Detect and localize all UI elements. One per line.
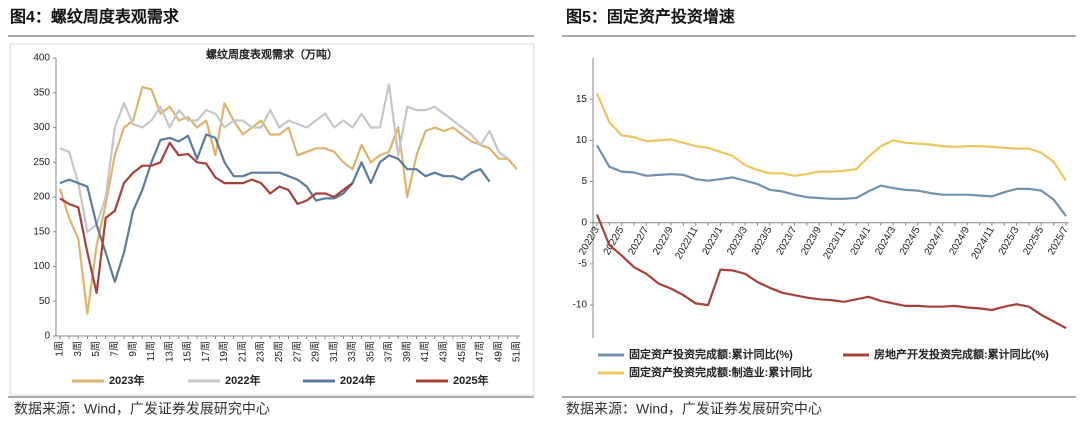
y-tick-label: -5 xyxy=(578,259,587,270)
x-tick-label: 2024/1 xyxy=(849,225,874,257)
x-tick-label: 3周 xyxy=(72,341,84,357)
x-tick-label: 2023/9 xyxy=(799,225,824,257)
source-note: 数据来源：Wind，广发证券发展研究中心 xyxy=(566,401,822,417)
y-tick-label: 50 xyxy=(39,296,51,307)
x-tick-label: 2024/11 xyxy=(970,225,997,262)
y-tick-label: 350 xyxy=(33,87,50,98)
legend-label: 2024年 xyxy=(340,373,375,387)
x-tick-label: 2024/9 xyxy=(947,225,972,257)
x-tick-label: 45周 xyxy=(456,341,468,362)
x-tick-label: 2022/3 xyxy=(577,225,602,257)
y-tick-label: 250 xyxy=(33,157,50,168)
x-tick-label: 43周 xyxy=(438,341,450,362)
y-tick-label: 200 xyxy=(33,192,50,203)
x-tick-label: 7周 xyxy=(108,341,120,357)
series-line xyxy=(58,86,518,315)
x-tick-label: 2022/9 xyxy=(651,225,676,257)
x-tick-label: 2022/7 xyxy=(626,225,651,257)
x-tick-label: 1周 xyxy=(54,341,66,357)
x-tick-label: 2024/5 xyxy=(898,225,923,257)
x-tick-label: 2023/11 xyxy=(821,225,848,262)
series-line xyxy=(596,144,1067,217)
y-tick-label: 150 xyxy=(33,226,50,237)
x-tick-label: 2024/7 xyxy=(923,225,948,257)
x-tick-label: 49周 xyxy=(492,341,504,362)
x-tick-label: 2023/3 xyxy=(725,225,750,257)
y-tick-label: 10 xyxy=(576,135,588,146)
y-tick-label: 15 xyxy=(576,94,588,105)
x-tick-label: 51周 xyxy=(511,341,523,362)
y-tick-label: 400 xyxy=(33,53,50,64)
legend-label: 房地产开发投资完成额:累计同比(%) xyxy=(874,347,1049,361)
series-line xyxy=(59,83,509,233)
y-tick-label: 0 xyxy=(44,331,50,342)
series-line xyxy=(59,141,354,294)
x-tick-label: 37周 xyxy=(383,341,395,362)
x-tick-label: 2025/3 xyxy=(997,225,1022,257)
x-tick-label: 13周 xyxy=(163,341,175,362)
x-tick-label: 27周 xyxy=(291,341,303,362)
y-tick-label: 5 xyxy=(581,176,587,187)
chart-frame xyxy=(9,43,535,396)
y-tick-label: 100 xyxy=(33,261,50,272)
y-tick-label: -10 xyxy=(573,300,588,311)
legend-label: 2022年 xyxy=(225,373,260,387)
figure-header: 图4：螺纹周度表观需求 xyxy=(10,7,180,26)
x-tick-label: 2025/7 xyxy=(1046,225,1071,257)
x-tick-label: 2024/3 xyxy=(873,225,898,257)
y-tick-label: 300 xyxy=(33,122,50,133)
y-tick-label: 0 xyxy=(581,217,587,228)
x-tick-label: 5周 xyxy=(90,341,102,357)
x-tick-label: 17周 xyxy=(200,341,212,362)
legend-label: 2023年 xyxy=(109,373,144,387)
x-tick-label: 21周 xyxy=(236,341,248,362)
x-tick-label: 2022/11 xyxy=(673,225,700,262)
series-line xyxy=(595,92,1067,182)
x-tick-label: 29周 xyxy=(310,341,322,362)
x-tick-label: 23周 xyxy=(255,341,267,362)
x-tick-label: 2023/5 xyxy=(750,225,775,257)
x-tick-label: 31周 xyxy=(328,341,340,362)
x-tick-label: 9周 xyxy=(127,341,139,357)
x-tick-label: 19周 xyxy=(218,341,230,362)
x-tick-label: 2023/7 xyxy=(775,225,800,257)
legend-label: 固定资产投资完成额:制造业:累计同比 xyxy=(629,365,812,379)
x-tick-label: 2025/5 xyxy=(1021,225,1046,257)
legend-label: 固定资产投资完成额:累计同比(%) xyxy=(629,347,793,361)
series-line xyxy=(59,133,491,283)
x-tick-label: 41周 xyxy=(419,341,431,362)
chart-title: 螺纹周度表观需求（万吨） xyxy=(206,47,338,61)
x-tick-label: 33周 xyxy=(346,341,358,362)
x-tick-label: 2023/1 xyxy=(700,225,725,257)
x-tick-label: 35周 xyxy=(364,341,376,362)
x-tick-label: 15周 xyxy=(182,341,194,362)
x-tick-label: 11周 xyxy=(145,341,157,361)
legend-label: 2025年 xyxy=(453,373,488,387)
x-tick-label: 2022/5 xyxy=(602,225,627,257)
source-note: 数据来源：Wind，广发证券发展研究中心 xyxy=(14,401,270,417)
x-tick-label: 39周 xyxy=(401,341,413,362)
figure-header: 图5：固定资产投资增速 xyxy=(566,7,735,26)
x-tick-label: 47周 xyxy=(474,341,486,362)
x-tick-label: 25周 xyxy=(273,341,285,362)
series-line xyxy=(595,214,1067,330)
